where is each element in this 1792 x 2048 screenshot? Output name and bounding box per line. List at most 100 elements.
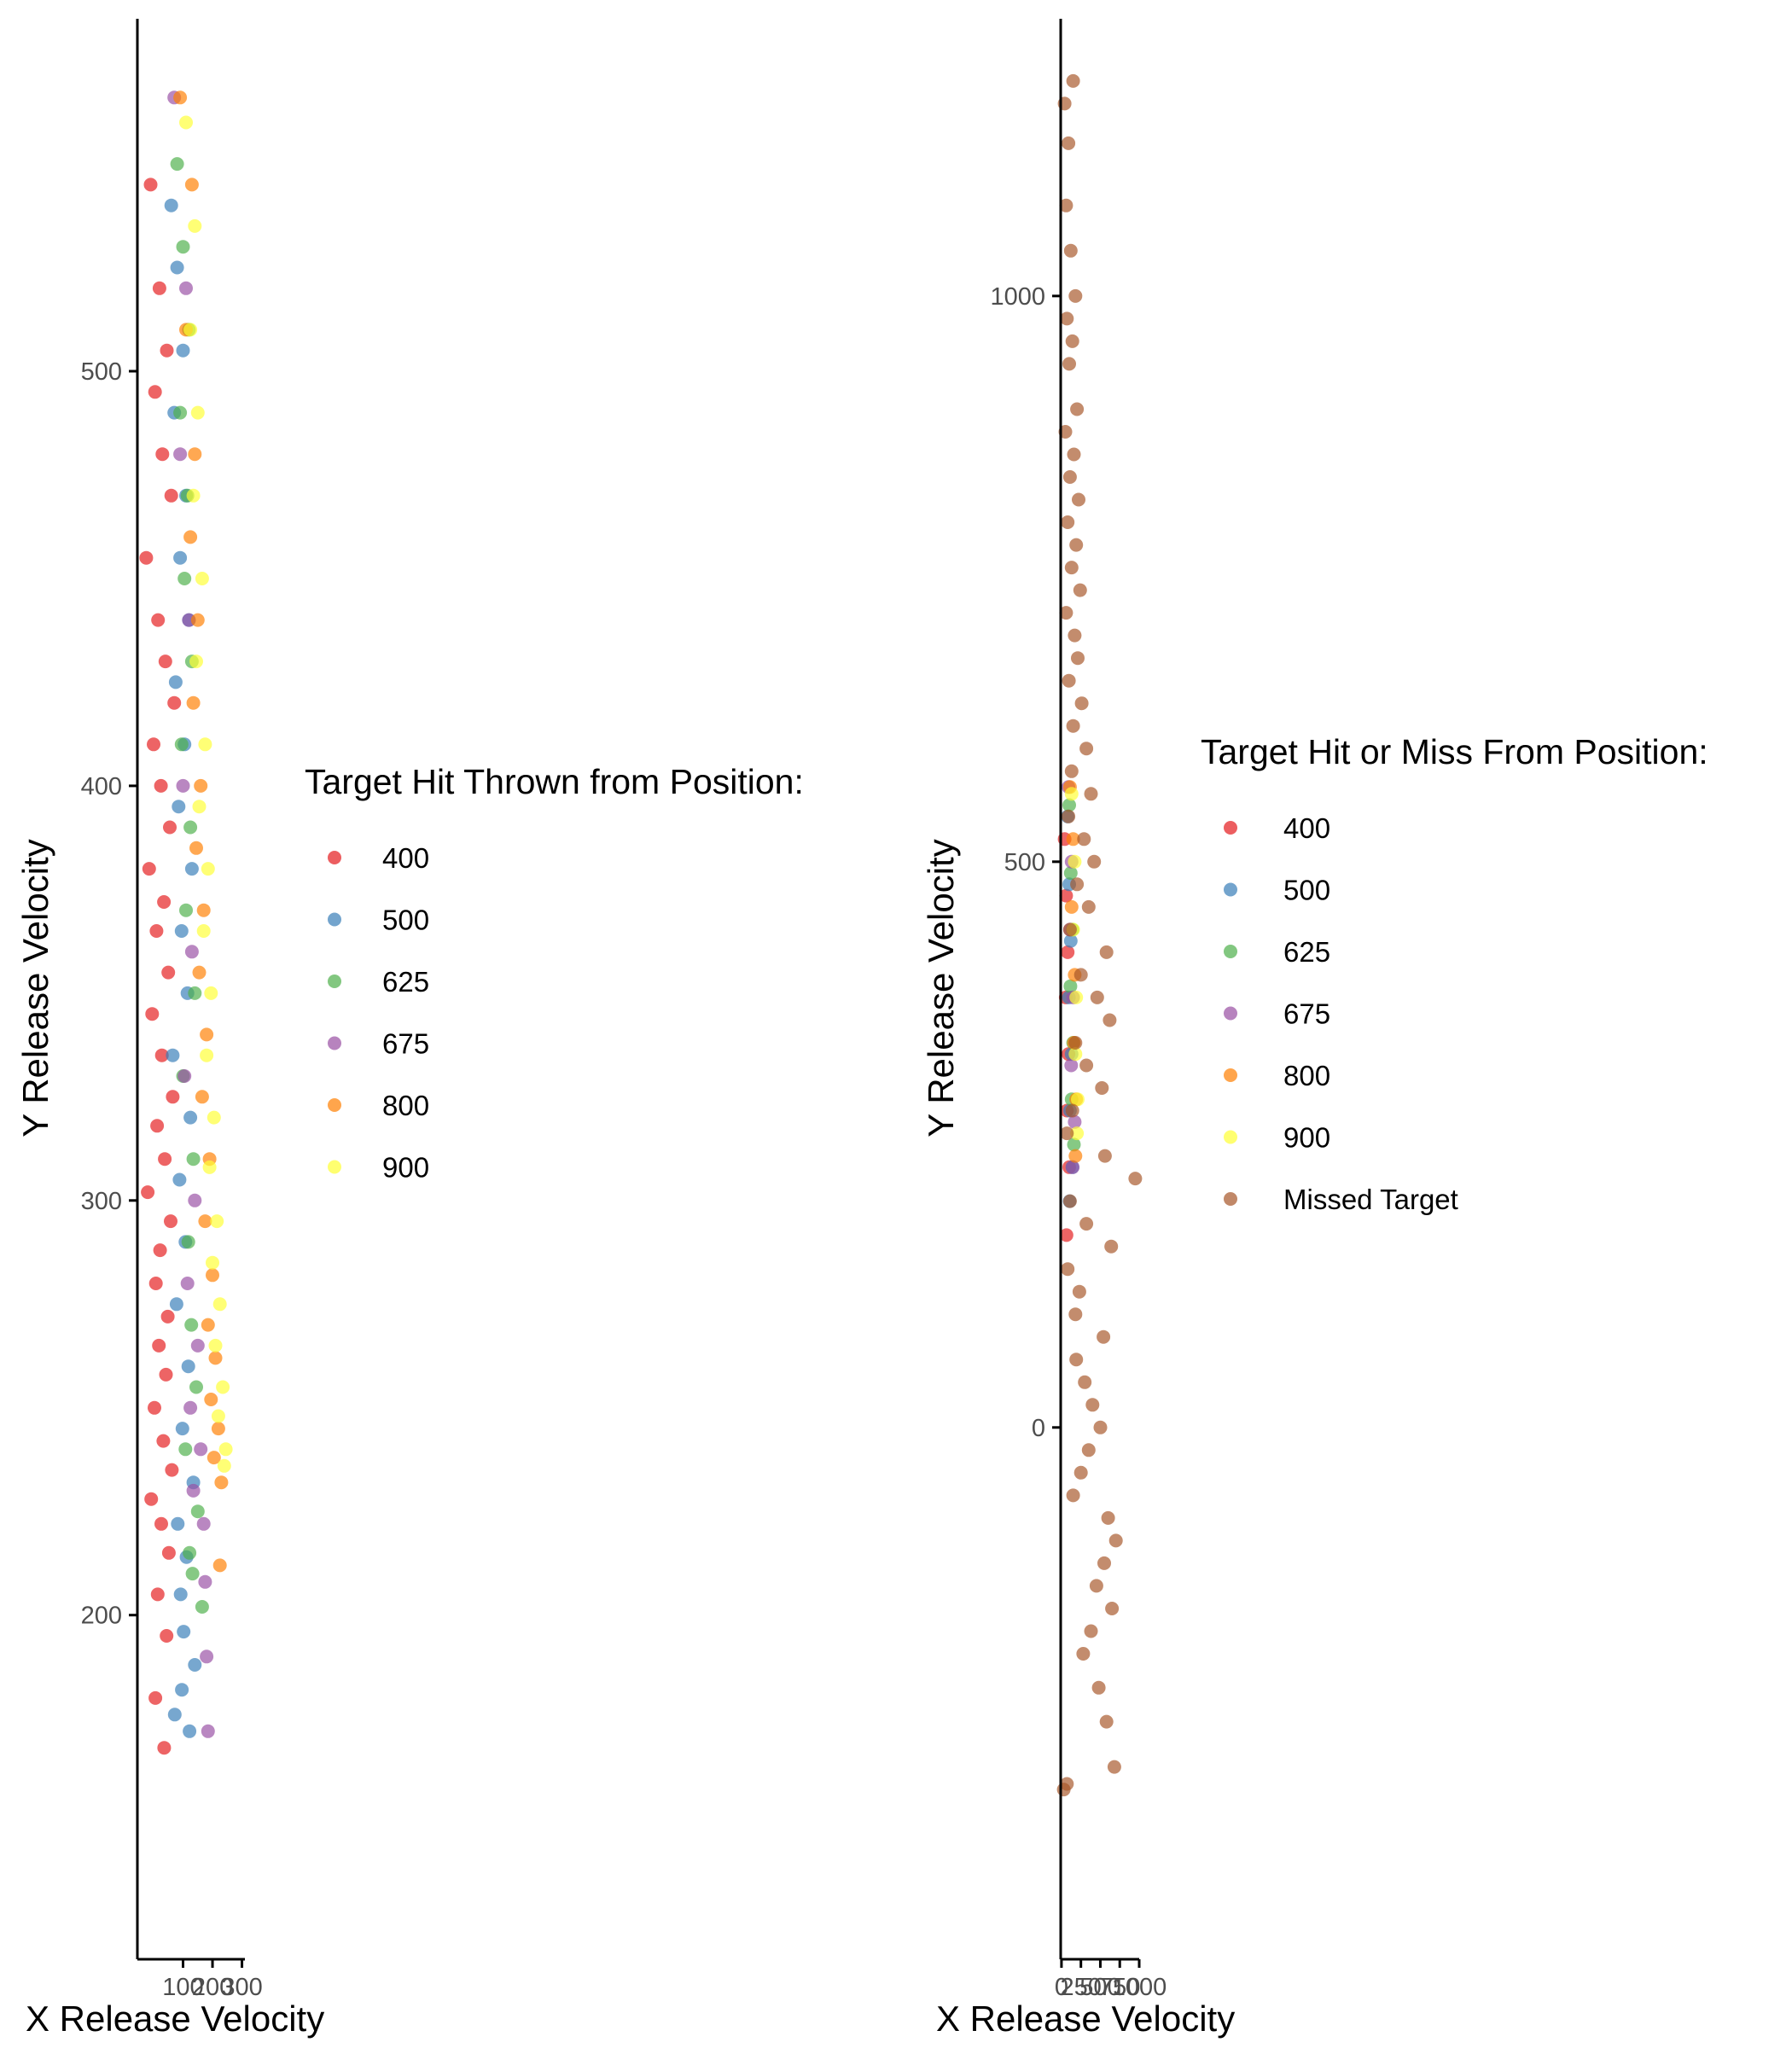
- data-point-400: [139, 550, 154, 565]
- data-point-900: [189, 655, 203, 669]
- data-point-625: [189, 1380, 203, 1394]
- data-point-400: [160, 1309, 175, 1324]
- right-legend-title: Target Hit or Miss From Position:: [1201, 732, 1708, 771]
- data-point-675: [173, 447, 188, 462]
- legend-key-400: [1224, 821, 1237, 835]
- data-point-800: [183, 530, 198, 544]
- x-tick-label: 100: [162, 1974, 203, 2001]
- data-point-625: [177, 572, 192, 585]
- right-y-axis-title: Y Release Velocity: [921, 839, 961, 1137]
- data-point-missed-target: [1061, 1262, 1075, 1277]
- data-point-400: [142, 862, 156, 876]
- x-tick-label: 0: [1055, 1974, 1068, 2001]
- data-point-missed-target: [1084, 1624, 1098, 1638]
- data-point-missed-target: [1101, 1510, 1115, 1525]
- data-point-625: [184, 1318, 199, 1332]
- data-point-400: [149, 924, 164, 938]
- data-point-500: [167, 1708, 182, 1722]
- data-point-missed-target: [1060, 1777, 1074, 1791]
- data-point-400: [143, 177, 158, 192]
- data-point-missed-target: [1097, 1329, 1111, 1344]
- data-point-400: [155, 447, 170, 462]
- data-point-800: [190, 613, 205, 627]
- data-point-800: [206, 1268, 219, 1283]
- data-point-400: [145, 1007, 160, 1021]
- right-points-layer: [1056, 73, 1143, 1797]
- data-point-675: [180, 1277, 195, 1290]
- legend-label: 800: [1283, 1060, 1330, 1091]
- data-point-missed-target: [1068, 1036, 1083, 1050]
- data-point-675: [186, 1483, 201, 1498]
- data-point-675: [194, 1442, 208, 1457]
- data-point-675: [184, 945, 199, 959]
- x-tick-label: 500: [1079, 1974, 1120, 2001]
- data-point-800: [186, 695, 201, 710]
- data-point-400: [154, 1048, 169, 1062]
- data-point-900: [186, 488, 201, 503]
- legend-label: 400: [1283, 812, 1330, 844]
- data-point-missed-target: [1062, 357, 1076, 371]
- data-point-800: [200, 1027, 214, 1042]
- right-y-ticks: 0 500 1000: [990, 283, 1061, 1442]
- data-point-500: [183, 1110, 198, 1125]
- data-point-missed-target: [1068, 628, 1082, 643]
- legend-label: 675: [1283, 998, 1330, 1030]
- data-point-625: [181, 1235, 195, 1249]
- data-point-625: [174, 737, 189, 752]
- data-point-500: [188, 1658, 202, 1672]
- data-point-500: [177, 1625, 191, 1639]
- legend-key-800: [328, 1098, 341, 1112]
- data-point-675: [190, 1338, 205, 1353]
- data-point-800: [208, 1351, 223, 1365]
- data-point-625: [186, 1152, 201, 1167]
- data-point-missed-target: [1093, 1420, 1108, 1434]
- data-point-800: [1068, 1149, 1083, 1163]
- data-point-500: [172, 800, 186, 814]
- data-point-500: [173, 550, 188, 565]
- data-point-missed-target: [1089, 1579, 1103, 1593]
- data-point-625: [185, 1567, 200, 1581]
- data-point-625: [188, 986, 202, 1000]
- data-point-900: [1068, 854, 1082, 869]
- data-point-675: [188, 1193, 202, 1207]
- legend-key-900: [328, 1160, 341, 1174]
- data-point-400: [153, 1243, 167, 1258]
- data-point-missed-target: [1105, 1602, 1120, 1615]
- data-point-missed-target: [1062, 922, 1077, 937]
- data-point-500: [172, 1172, 187, 1187]
- data-point-900: [208, 1338, 223, 1353]
- data-point-missed-target: [1079, 1217, 1094, 1231]
- y-tick-label: 300: [81, 1188, 122, 1215]
- data-point-400: [148, 385, 162, 399]
- legend-key-625: [1224, 945, 1237, 958]
- data-point-675: [176, 778, 190, 793]
- data-point-missed-target: [1081, 1443, 1096, 1457]
- data-point-missed-target: [1097, 1149, 1112, 1163]
- left-legend-title: Target Hit Thrown from Position:: [305, 762, 804, 801]
- data-point-900: [1070, 1126, 1085, 1141]
- data-point-900: [196, 924, 211, 938]
- data-point-800: [194, 778, 208, 793]
- data-point-400: [150, 1587, 165, 1602]
- x-tick-label: 750: [1099, 1974, 1140, 2001]
- data-point-625: [178, 1442, 193, 1457]
- data-point-400: [152, 281, 166, 295]
- data-point-500: [1063, 934, 1078, 948]
- data-point-missed-target: [1071, 651, 1085, 666]
- data-point-missed-target: [1085, 1398, 1100, 1412]
- data-point-500: [184, 862, 199, 876]
- data-point-400: [166, 1090, 180, 1104]
- legend-key-500: [1224, 882, 1237, 897]
- data-point-800: [204, 1393, 218, 1406]
- data-point-missed-target: [1069, 1353, 1084, 1367]
- data-point-800: [1064, 899, 1079, 914]
- data-point-missed-target: [1065, 334, 1079, 348]
- data-point-900: [212, 1297, 227, 1312]
- y-tick-label: 500: [1004, 849, 1045, 876]
- data-point-900: [1068, 1047, 1083, 1062]
- data-point-400: [163, 820, 177, 835]
- data-point-missed-target: [1061, 515, 1075, 529]
- data-point-900: [204, 986, 218, 1000]
